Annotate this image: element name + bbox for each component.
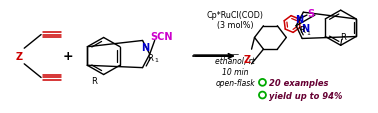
Text: R: R xyxy=(91,76,97,85)
Text: R: R xyxy=(147,53,153,62)
Text: Z: Z xyxy=(16,52,23,61)
Text: (3 mol%): (3 mol%) xyxy=(217,21,254,30)
Text: 1: 1 xyxy=(306,31,310,36)
Text: 1: 1 xyxy=(155,58,158,63)
Text: R: R xyxy=(340,33,345,42)
Text: N: N xyxy=(141,43,150,53)
Text: N: N xyxy=(295,15,304,25)
Text: ethanol, rt: ethanol, rt xyxy=(215,57,255,66)
Text: N: N xyxy=(301,24,309,34)
Text: 20 examples: 20 examples xyxy=(270,78,329,87)
Text: +: + xyxy=(63,50,73,63)
Text: Cp*RuCl(COD): Cp*RuCl(COD) xyxy=(207,11,264,19)
Text: R: R xyxy=(299,26,305,35)
Text: SCN: SCN xyxy=(150,31,173,41)
Text: open-flask: open-flask xyxy=(215,78,255,87)
Text: yield up to 94%: yield up to 94% xyxy=(270,91,343,100)
Text: 10 min: 10 min xyxy=(222,67,248,76)
Text: S: S xyxy=(307,9,314,19)
Text: Z: Z xyxy=(244,54,251,64)
